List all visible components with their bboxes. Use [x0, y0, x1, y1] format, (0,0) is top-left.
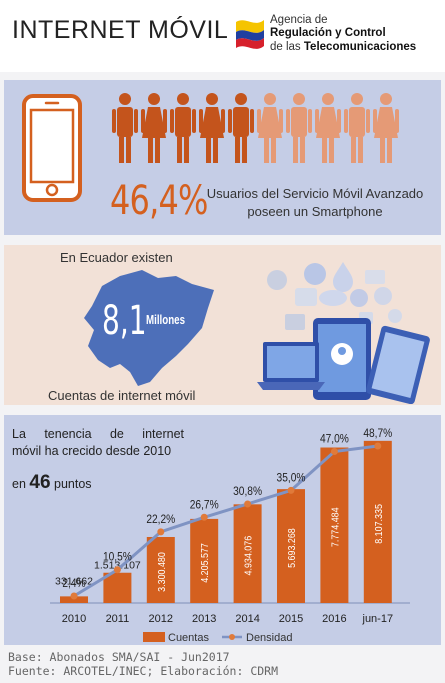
org-name-line2: Regulación y Control [270, 27, 386, 39]
calendar-icon [295, 288, 317, 306]
bar-value-label: 4.934.076 [243, 536, 255, 576]
bar-value-label: 1.513.107 [94, 560, 141, 572]
density-point [70, 592, 78, 600]
growth-text-line2: móvil ha crecido desde 2010 [12, 444, 172, 458]
density-value-label: 35,0% [277, 472, 306, 485]
density-point [200, 513, 208, 521]
ecuador-unit: Millones [146, 312, 186, 327]
bar-value-label: 5.693.268 [286, 528, 298, 568]
person-icon [199, 93, 225, 163]
density-value-label: 22,2% [146, 513, 175, 526]
image-icon [285, 314, 305, 330]
ecuador-footer: Cuentas de internet móvil [48, 388, 196, 403]
smartphone-percent: 46,4% [110, 178, 208, 224]
density-value-label: 2,4% [62, 577, 85, 590]
density-point [287, 486, 295, 494]
person-icon [112, 93, 138, 163]
legend-label-cuentas: Cuentas [168, 632, 209, 644]
bar-cuentas [320, 447, 349, 603]
settings-icon [374, 287, 392, 305]
bar-cuentas [146, 536, 175, 603]
footer-base: Base: Abonados SMA/SAI - Jun2017 [8, 650, 230, 664]
legend-swatch-cuentas [143, 632, 165, 642]
density-value-label: 30,8% [233, 485, 262, 498]
ecuador-intro: En Ecuador existen [60, 250, 173, 265]
x-tick-label: jun-17 [362, 613, 394, 625]
density-value-label: 10,5% [103, 551, 132, 564]
growth-text-line1: La tenencia de internet [12, 427, 184, 441]
density-point [244, 500, 252, 508]
user-icon [304, 263, 326, 285]
bar-value-label: 3.300.480 [156, 552, 168, 592]
bar-cuentas [363, 440, 392, 603]
legend-label-densidad: Densidad [246, 632, 292, 644]
x-tick-label: 2012 [149, 613, 173, 625]
org-name-line3: de las Telecomunicaciones [270, 41, 417, 53]
density-point [330, 448, 338, 456]
bar-cuentas [233, 504, 262, 603]
footer-source: Fuente: ARCOTEL/INEC; Elaboración: CDRM [8, 664, 279, 678]
x-tick-label: 2013 [192, 613, 216, 625]
ecuador-number: 8,1 [102, 298, 147, 344]
org-name-line1: Agencia de [270, 14, 328, 26]
bar-cuentas [103, 572, 132, 603]
bar-value-label: 4.205.577 [200, 543, 212, 583]
density-line [73, 444, 378, 598]
x-tick-label: 2016 [322, 613, 346, 625]
devices-illustration [257, 262, 430, 404]
bar-cuentas [277, 489, 305, 603]
person-icon [315, 93, 341, 163]
density-point [113, 566, 121, 574]
x-tick-label: 2010 [62, 613, 86, 625]
cloud-icon [319, 290, 347, 306]
people-icons [112, 93, 399, 163]
chat-icon [267, 270, 287, 290]
bar-value-label: 8.107.335 [373, 504, 385, 544]
mail-icon [365, 270, 385, 284]
bar-value-label: 331.662 [55, 575, 93, 587]
person-icon [228, 93, 254, 163]
bar-cuentas [190, 518, 219, 603]
source-footer: Base: Abonados SMA/SAI - Jun2017 Fuente:… [8, 650, 278, 678]
person-icon [286, 93, 312, 163]
x-tick-label: 2014 [235, 613, 259, 625]
ecuador-map-icon [84, 270, 214, 386]
refresh-icon [388, 309, 402, 323]
density-point [157, 528, 165, 536]
drop-icon [333, 262, 353, 292]
header: INTERNET MÓVIL Agencia de Regulación y C… [0, 0, 445, 72]
x-tick-label: 2011 [106, 613, 130, 625]
density-value-label: 47,0% [320, 433, 349, 446]
smartphone-description: Usuarios del Servicio Móvil Avanzado pos… [206, 186, 424, 219]
bar-cuentas [60, 596, 88, 603]
flag-ribbon-icon [236, 20, 264, 49]
person-icon [344, 93, 370, 163]
density-value-label: 48,7% [363, 427, 392, 440]
bar-value-label: 7.774.484 [330, 507, 342, 547]
density-point [374, 442, 382, 450]
person-icon [257, 93, 283, 163]
growth-text-line3: en 46 puntos [12, 472, 92, 493]
density-value-label: 26,7% [190, 499, 219, 512]
x-tick-label: 2015 [279, 613, 303, 625]
smartphone-icon [22, 94, 82, 202]
person-icon [170, 93, 196, 163]
person-icon [373, 93, 399, 163]
page-title: INTERNET MÓVIL [12, 16, 229, 44]
person-icon [141, 93, 167, 163]
arcotel-logo: Agencia de Regulación y Control de las T… [232, 10, 437, 62]
chart-icon [350, 289, 368, 307]
